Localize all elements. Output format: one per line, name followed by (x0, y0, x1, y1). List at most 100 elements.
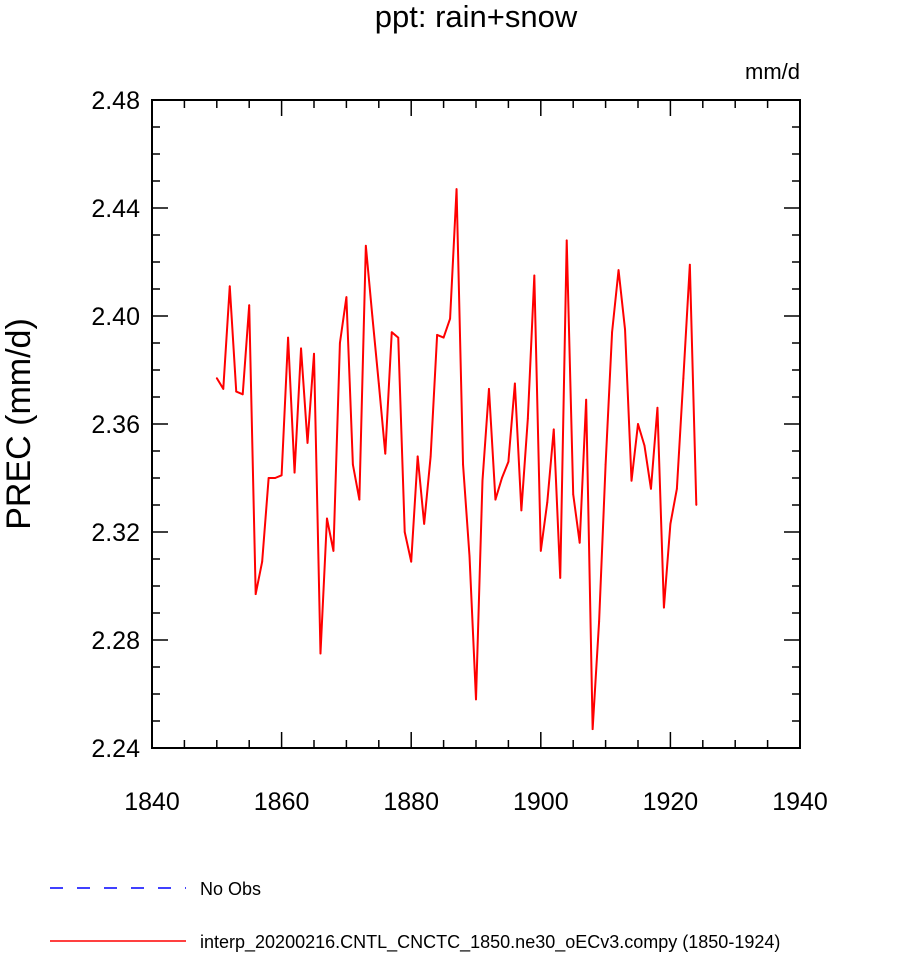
data-point (630, 479, 633, 482)
y-tick-label: 2.24 (91, 735, 140, 763)
data-point (533, 274, 536, 277)
data-point (656, 406, 659, 409)
data-point (241, 393, 244, 396)
data-point (280, 474, 283, 477)
data-point (326, 517, 328, 520)
x-tick-label: 1840 (124, 788, 180, 816)
data-point (313, 352, 315, 355)
data-point (215, 377, 218, 379)
data-point (624, 328, 626, 331)
y-tick-label: 2.40 (91, 303, 140, 331)
data-point (345, 296, 348, 298)
data-point (552, 428, 555, 431)
y-tick-label: 2.36 (91, 411, 140, 439)
data-point (423, 523, 426, 525)
data-point (488, 388, 490, 390)
plot-frame (151, 99, 801, 749)
x-tick-labels: 1840 1860 1880 1900 1920 1940 (124, 788, 828, 816)
data-point (287, 336, 289, 339)
data-point (377, 382, 380, 385)
y-axis-label: PREC (mm/d) (0, 318, 38, 530)
data-point (410, 560, 413, 563)
x-tick-label: 1900 (513, 788, 569, 816)
y-tick-labels: 2.24 2.28 2.32 2.36 2.40 2.44 2.48 (91, 87, 140, 763)
data-point (546, 501, 549, 504)
data-point (442, 336, 445, 339)
data-point (235, 390, 238, 393)
data-point (228, 285, 231, 288)
data-point (274, 477, 277, 479)
data-point (416, 455, 419, 458)
data-point (267, 477, 270, 479)
x-tick-label: 1940 (772, 788, 828, 816)
x-tick-label: 1860 (254, 788, 310, 816)
data-point (591, 728, 594, 730)
units-label: mm/d (745, 59, 800, 84)
data-point (248, 304, 251, 307)
data-point (358, 498, 361, 501)
axis-ticks (151, 99, 801, 749)
data-point (682, 377, 685, 379)
data-point (559, 577, 562, 579)
data-point (669, 523, 672, 525)
data-point (371, 315, 374, 317)
data-point (300, 347, 302, 350)
data-point (429, 455, 432, 458)
data-point (481, 479, 484, 482)
data-point (695, 504, 698, 506)
data-point (494, 498, 497, 501)
data-point (539, 550, 542, 552)
data-point (403, 531, 406, 533)
data-point (293, 471, 296, 474)
data-point (578, 541, 581, 544)
legend-label-no-obs: No Obs (200, 879, 261, 899)
data-point (617, 269, 620, 271)
data-point (455, 188, 458, 191)
data-point (643, 444, 646, 447)
series-layer (215, 188, 698, 731)
data-point (261, 560, 264, 563)
data-point (598, 620, 601, 622)
data-point (449, 317, 451, 320)
data-point (585, 398, 588, 401)
data-point (604, 463, 607, 466)
data-point (572, 493, 575, 496)
data-point (222, 388, 225, 390)
series-line (215, 188, 698, 731)
data-point (390, 331, 393, 334)
data-point (364, 244, 367, 247)
data-point (688, 263, 691, 266)
data-point (339, 342, 341, 344)
data-point (475, 698, 477, 701)
data-point (565, 239, 568, 242)
data-point (319, 652, 322, 655)
data-point (663, 606, 665, 609)
data-point (637, 423, 639, 425)
y-tick-label: 2.48 (91, 87, 140, 115)
data-point (513, 382, 516, 385)
y-tick-label: 2.28 (91, 627, 140, 655)
data-point (468, 555, 471, 558)
legend-label-model: interp_20200216.CNTL_CNCTC_1850.ne30_oEC… (200, 932, 780, 953)
y-tick-label: 2.44 (91, 195, 140, 223)
y-tick-label: 2.32 (91, 519, 140, 547)
data-point (436, 334, 439, 336)
data-point (384, 452, 387, 455)
data-point (526, 417, 529, 420)
data-point (650, 487, 652, 490)
data-point (306, 442, 309, 444)
data-point (397, 336, 400, 339)
data-point (611, 331, 613, 334)
data-point (675, 487, 678, 490)
data-point (501, 477, 503, 479)
data-point (462, 463, 464, 466)
data-point (332, 550, 335, 552)
legend: No Obs interp_20200216.CNTL_CNCTC_1850.n… (50, 879, 780, 953)
x-tick-label: 1920 (643, 788, 699, 816)
data-point (520, 509, 523, 512)
x-tick-label: 1880 (383, 788, 439, 816)
data-point (351, 463, 354, 466)
data-point (254, 593, 257, 595)
chart-title: ppt: rain+snow (375, 0, 578, 34)
